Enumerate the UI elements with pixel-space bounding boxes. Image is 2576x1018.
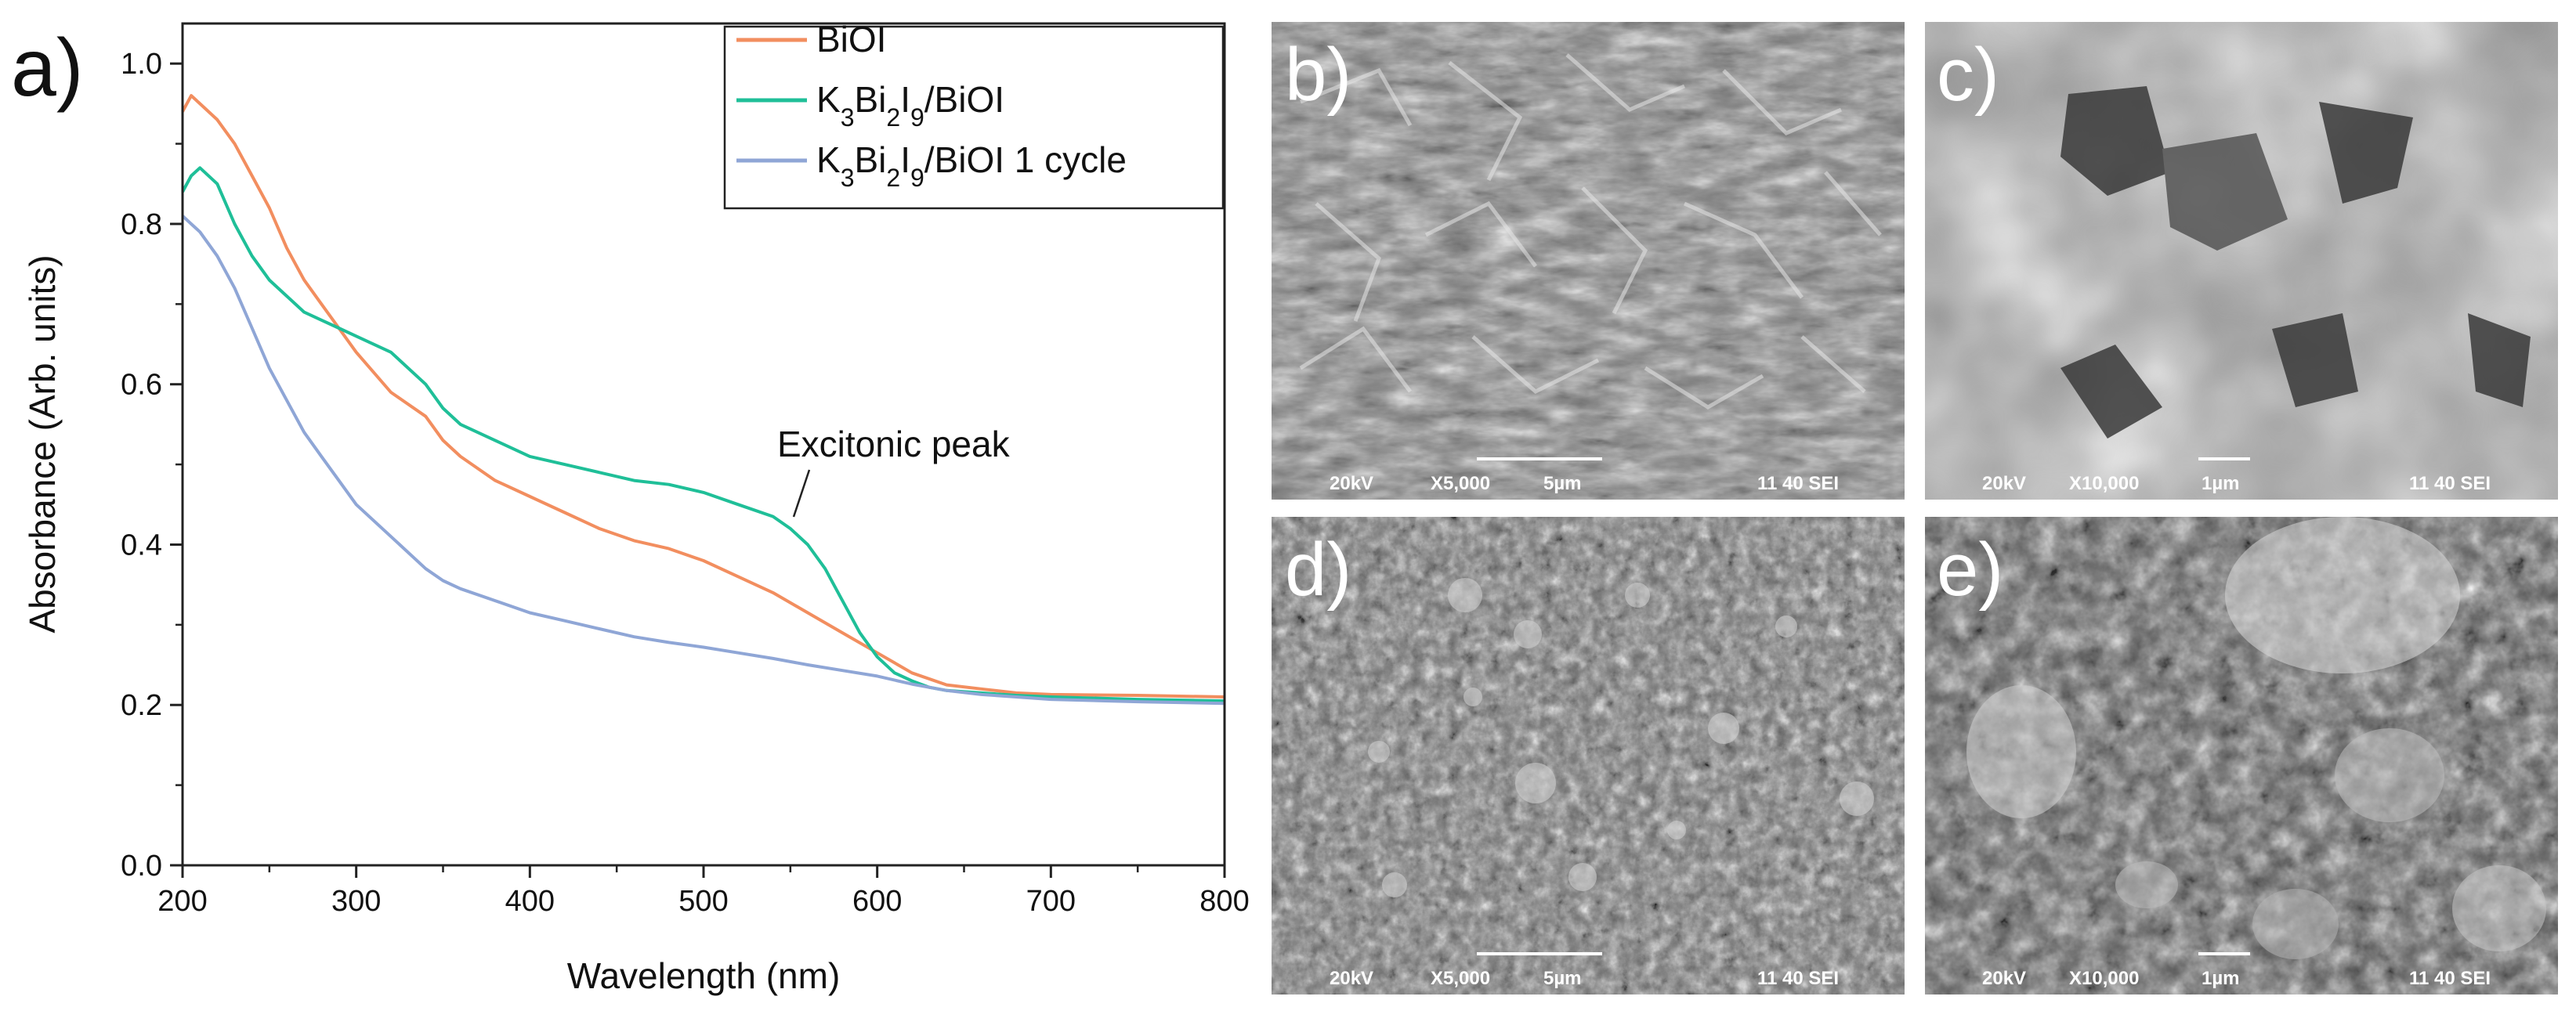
y-axis-title: Absorbance (Arb. units) <box>22 254 63 633</box>
sem-detector-b: 11 40 SEI <box>1757 473 1839 494</box>
sem-flake-overlay <box>1299 53 1882 410</box>
y-tick-label: 0.0 <box>121 850 162 883</box>
y-axis: 0.0 0.2 0.4 0.6 0.8 1.0 <box>121 48 183 883</box>
legend: BiOI K3Bi2I9/BiOI K3Bi2I9/BiOI 1 cycle <box>723 19 1225 210</box>
sem-voltage-e: 20kV <box>1982 968 2026 989</box>
chart-marks <box>181 94 1225 706</box>
x-axis: 200 300 400 500 600 700 800 <box>157 865 1250 918</box>
legend-box <box>723 25 1225 210</box>
sem-voltage-c: 20kV <box>1982 473 2026 494</box>
sem-pores <box>2060 86 2531 439</box>
annotation-excitonic-peak: Excitonic peak <box>777 424 1011 518</box>
panel-label-a: a) <box>11 23 83 114</box>
sem-panel-c: c) 20kV X10,000 1µm 11 40 SEI <box>1925 22 2558 500</box>
sem-grain-overlay <box>1368 578 1874 897</box>
series-line-1 <box>181 94 1225 699</box>
sem-label-c: c) <box>1937 33 1999 117</box>
x-tick-label: 800 <box>1199 885 1249 918</box>
sem-panel-e: e) 20kV X10,000 1µm 11 40 SEI <box>1925 517 2558 995</box>
x-tick-label: 700 <box>1026 885 1076 918</box>
sem-label-b: b) <box>1285 33 1351 117</box>
y-tick-label: 0.6 <box>121 369 162 402</box>
sem-detector-c: 11 40 SEI <box>2409 473 2491 494</box>
sem-magnification-e: X10,000 <box>2069 968 2139 989</box>
legend-item-label: BiOI <box>816 19 886 60</box>
legend-item-label: K3Bi2I9/BiOI <box>816 79 1004 132</box>
y-tick-label: 1.0 <box>121 48 162 81</box>
y-tick-label: 0.8 <box>121 208 162 241</box>
absorbance-chart: a) 200 300 400 500 600 700 800 0.0 0.2 0.4 0.6 0.8… <box>11 19 1250 996</box>
series-line-2 <box>181 166 1225 703</box>
x-tick-label: 300 <box>331 885 381 918</box>
series-line-3 <box>181 215 1225 706</box>
y-tick-label: 0.2 <box>121 689 162 722</box>
sem-label-e: e) <box>1937 528 2003 612</box>
x-axis-title: Wavelength (nm) <box>567 955 841 996</box>
sem-panel-b: b) 20kV X5,000 5µm 11 40 SEI <box>1272 22 1905 500</box>
sem-scale-d: 5µm <box>1543 968 1582 989</box>
sem-label-d: d) <box>1285 528 1351 612</box>
x-tick-label: 500 <box>678 885 728 918</box>
sem-voltage-b: 20kV <box>1330 473 1373 494</box>
sem-voltage-d: 20kV <box>1330 968 1373 989</box>
sem-scale-b: 5µm <box>1543 473 1582 494</box>
sem-detector-d: 11 40 SEI <box>1757 968 1839 989</box>
sem-magnification-c: X10,000 <box>2069 473 2139 494</box>
annotation-pointer <box>792 469 811 518</box>
sem-panel-d: d) 20kV X5,000 5µm 11 40 SEI <box>1272 517 1905 995</box>
sem-scale-e: 1µm <box>2202 968 2240 989</box>
sem-magnification-b: X5,000 <box>1431 473 1490 494</box>
sem-magnification-d: X5,000 <box>1431 968 1490 989</box>
sem-detector-e: 11 40 SEI <box>2409 968 2491 989</box>
y-tick-label: 0.4 <box>121 529 162 561</box>
sem-cluster-overlay <box>1966 517 2546 959</box>
x-tick-label: 600 <box>852 885 902 918</box>
x-tick-label: 400 <box>505 885 555 918</box>
annotation-text: Excitonic peak <box>777 424 1011 464</box>
sem-scale-c: 1µm <box>2202 473 2240 494</box>
legend-item-label: K3Bi2I9/BiOI 1 cycle <box>816 139 1127 192</box>
x-tick-label: 200 <box>157 885 207 918</box>
